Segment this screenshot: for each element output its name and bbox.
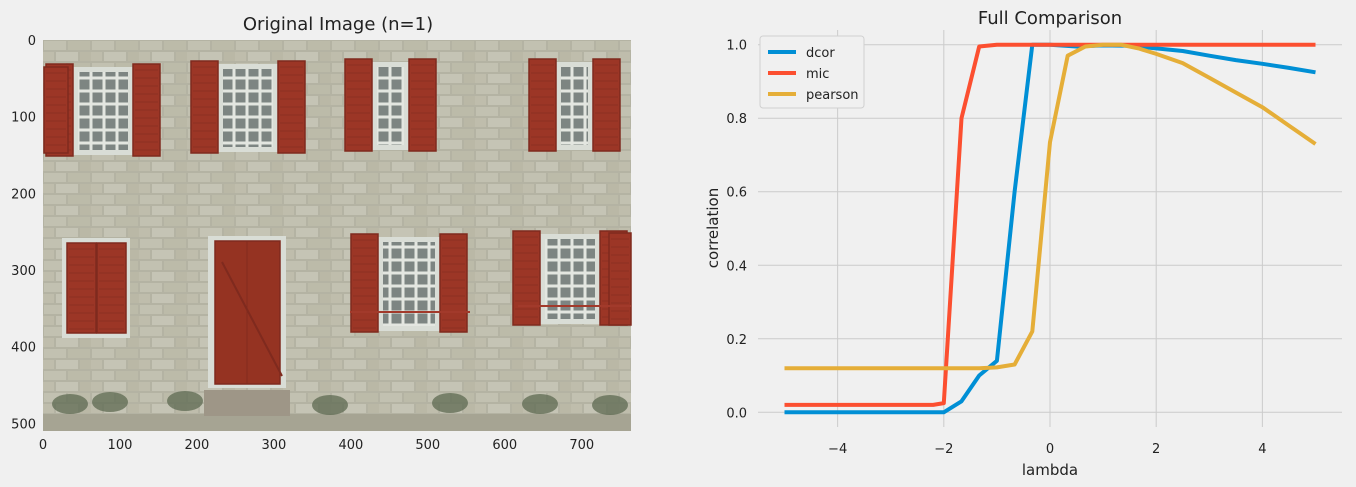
shutter: [66, 242, 97, 334]
image-x-tick-label: 500: [415, 438, 440, 453]
shrub: [592, 395, 628, 415]
image-x-tick-label: 700: [569, 438, 594, 453]
window-glass: [377, 67, 404, 145]
comparison-panel: Full Comparison −4 −2 0 2 4 0.0 0.2 0.4 0.6 0.8 1…: [704, 8, 1342, 479]
y-tick-label: 0.6: [726, 186, 747, 201]
window-glass: [78, 72, 128, 150]
sidewalk: [43, 414, 631, 431]
shrub: [92, 392, 128, 412]
x-ticks: −4 −2 0 2 4: [828, 442, 1266, 457]
shutter: [439, 233, 468, 333]
y-tick-label: 0.8: [726, 112, 747, 127]
shrub: [52, 394, 88, 414]
x-tick-label: 0: [1046, 442, 1054, 457]
image-y-tick-label: 400: [11, 341, 36, 356]
image-y-ticks: 0 100 200 300 400 500: [11, 34, 36, 432]
image-x-ticks: 0 100 200 300 400 500 600 700: [39, 438, 594, 453]
x-tick-label: −2: [934, 442, 953, 457]
doorstep: [204, 390, 290, 416]
y-tick-label: 0.4: [726, 259, 747, 274]
y-axis-label: correlation: [704, 188, 722, 269]
image-x-tick-label: 0: [39, 438, 47, 453]
image-panel: Original Image (n=1): [11, 14, 632, 453]
image-x-tick-label: 200: [185, 438, 210, 453]
x-tick-label: 4: [1258, 442, 1266, 457]
window-glass: [383, 242, 435, 326]
x-tick-label: 2: [1152, 442, 1160, 457]
image-x-tick-label: 300: [261, 438, 286, 453]
image-x-tick-label: 600: [492, 438, 517, 453]
legend-label-dcor: dcor: [806, 46, 835, 61]
shutter: [43, 66, 69, 154]
legend: dcor mic pearson: [759, 35, 865, 109]
image-y-tick-label: 200: [11, 187, 36, 202]
series-lines: [784, 42, 1317, 415]
series-line-pearson: [784, 42, 1317, 371]
shrub: [312, 395, 348, 415]
x-tick-label: −4: [828, 442, 847, 457]
image-y-tick-label: 100: [11, 111, 36, 126]
legend-label-mic: mic: [806, 67, 829, 82]
image-x-tick-label: 100: [108, 438, 133, 453]
x-axis-label: lambda: [1022, 461, 1078, 479]
shutter: [350, 233, 379, 333]
shrub: [167, 391, 203, 411]
image-y-tick-label: 0: [28, 34, 36, 49]
y-ticks: 0.0 0.2 0.4 0.6 0.8 1.0: [726, 39, 747, 422]
comparison-title: Full Comparison: [978, 8, 1122, 29]
windows-and-shutters: [43, 58, 632, 415]
image-x-tick-label: 400: [338, 438, 363, 453]
shrub: [432, 393, 468, 413]
shutter: [96, 242, 127, 334]
series-line-mic: [784, 42, 1316, 407]
door-brace: [221, 261, 283, 377]
house-photo: [43, 40, 632, 431]
image-y-tick-label: 300: [11, 264, 36, 279]
y-tick-label: 0.2: [726, 333, 747, 348]
shrub: [522, 394, 558, 414]
legend-label-pearson: pearson: [806, 88, 859, 103]
y-tick-label: 0.0: [726, 406, 747, 421]
image-panel-title: Original Image (n=1): [243, 14, 433, 35]
window-glass: [223, 69, 273, 147]
window-glass: [561, 67, 588, 145]
shutter: [512, 230, 541, 326]
image-y-tick-label: 500: [11, 417, 36, 432]
y-tick-label: 1.0: [726, 39, 747, 54]
